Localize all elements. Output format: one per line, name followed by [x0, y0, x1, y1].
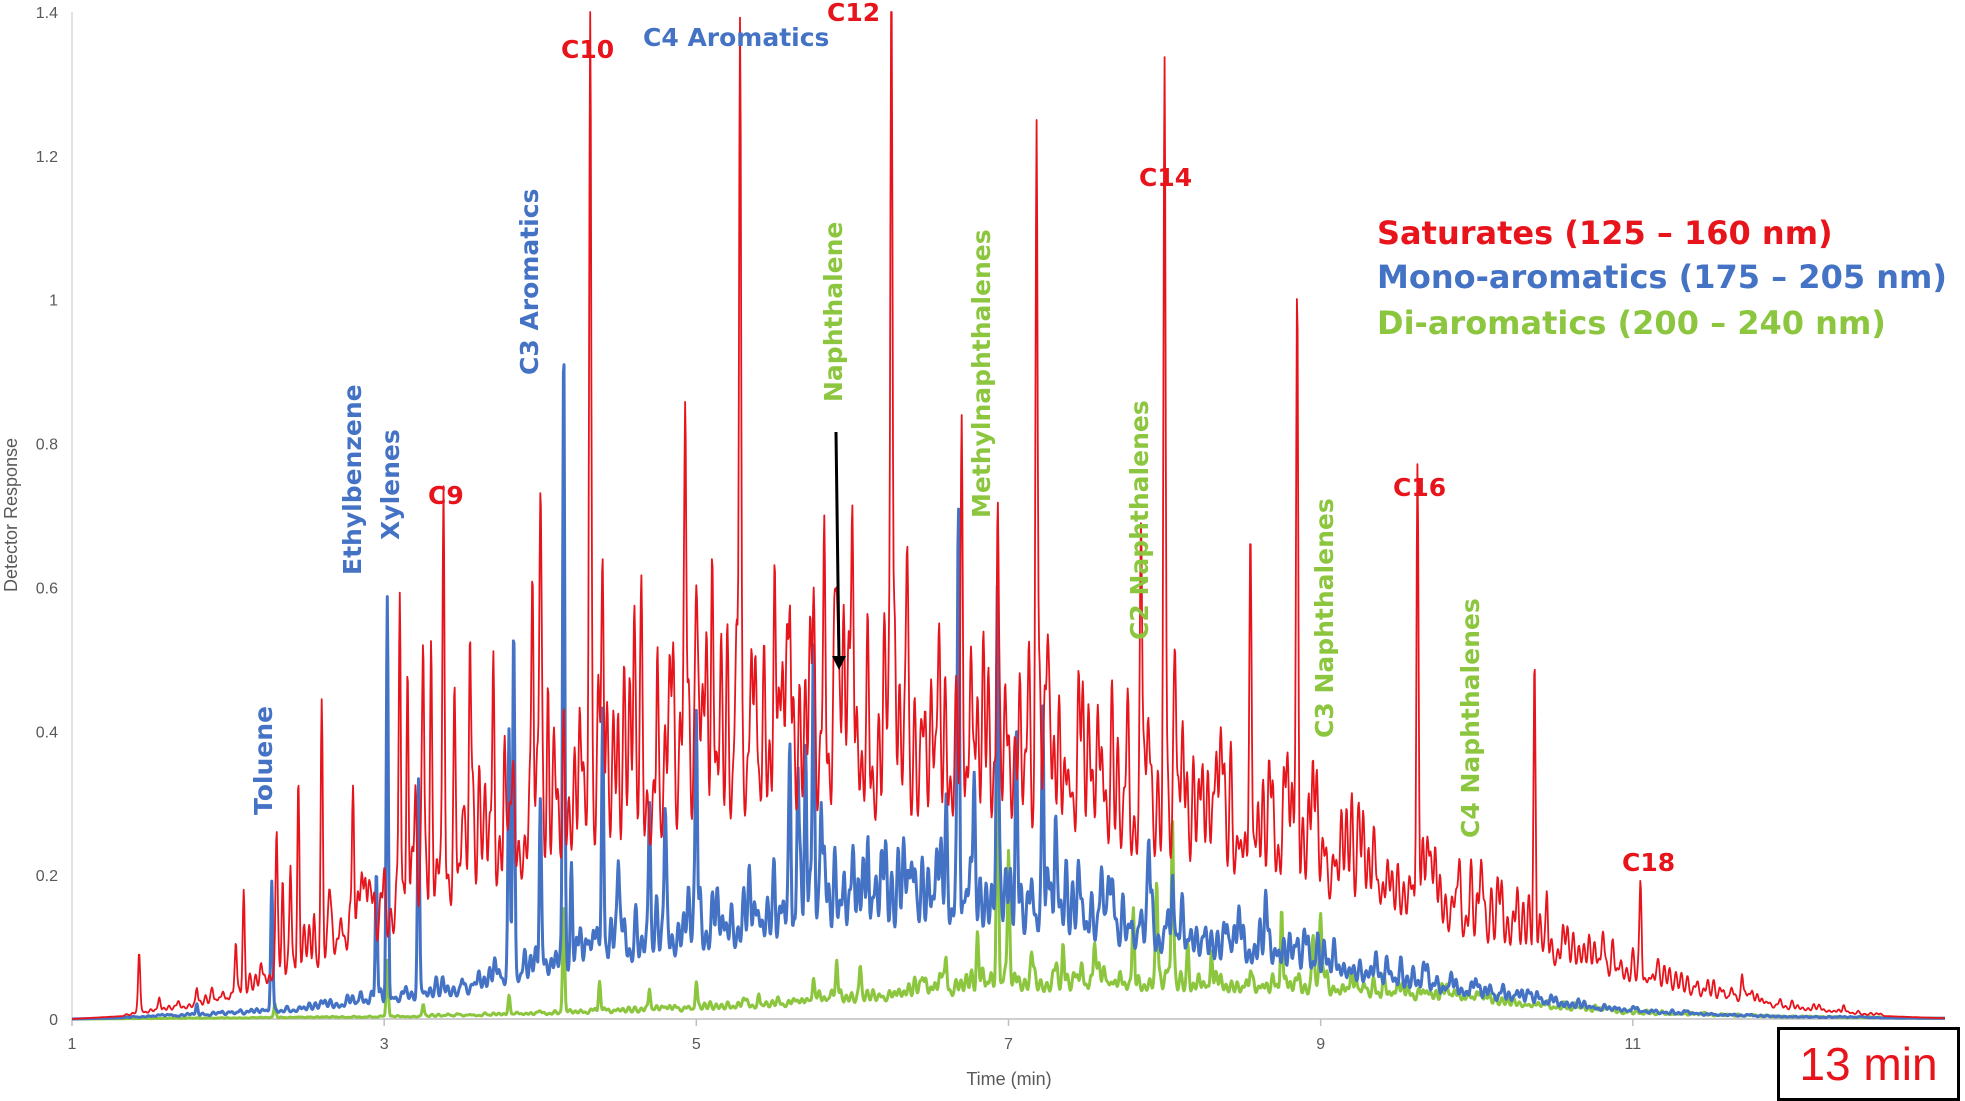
legend-di-aromatics: Di-aromatics (200 – 240 nm) — [1377, 304, 1886, 342]
series-line-saturates — [71, 11, 1946, 1020]
annotation-c4-aromatics: C4 Aromatics — [643, 23, 829, 52]
annotation-c18: C18 — [1622, 848, 1675, 877]
x-axis-title: Time (min) — [966, 1069, 1051, 1089]
y-tick-label: 0.6 — [36, 580, 58, 597]
annotation-c10: C10 — [561, 35, 614, 64]
y-axis-title: Detector Response — [1, 438, 21, 592]
annotation-xylenes: Xylenes — [376, 429, 405, 540]
annotation-c3-naphthalenes: C3 Naphthalenes — [1310, 498, 1339, 738]
y-tick-label: 1 — [49, 293, 58, 310]
y-tick-label: 0.4 — [36, 724, 58, 741]
x-tick-label: 11 — [1625, 1036, 1642, 1053]
annotation-c4-naphthalenes: C4 Naphthalenes — [1456, 598, 1485, 838]
legend-mono-aromatics: Mono-aromatics (175 – 205 nm) — [1377, 258, 1947, 296]
annotation-ethylbenzene: Ethylbenzene — [338, 384, 367, 575]
annotation-c2-naphthalenes: C2 Naphthalenes — [1125, 400, 1154, 640]
series-line-mono-aromatics — [71, 363, 1946, 1021]
y-tick-label: 0 — [49, 1012, 58, 1029]
x-tick-label: 1 — [68, 1036, 77, 1053]
annotation-c3-aromatics: C3 Aromatics — [515, 189, 544, 375]
annotation-methylnaphthalenes: Methylnaphthalenes — [967, 229, 996, 518]
x-tick-label: 3 — [380, 1036, 389, 1053]
y-tick-label: 1.2 — [36, 149, 58, 166]
y-tick-label: 0.2 — [36, 868, 58, 885]
run-time-label: 13 min — [1777, 1027, 1960, 1101]
annotation-naphthalene: Naphthalene — [819, 222, 848, 402]
naphthalene-arrow-head — [832, 656, 846, 670]
x-tick-label: 9 — [1316, 1036, 1325, 1053]
annotation-c16: C16 — [1393, 473, 1446, 502]
y-tick-label: 1.4 — [36, 5, 58, 22]
x-tick-label: 7 — [1004, 1036, 1013, 1053]
annotation-c12: C12 — [827, 0, 880, 27]
annotation-c14: C14 — [1139, 163, 1192, 192]
legend-saturates: Saturates (125 – 160 nm) — [1377, 214, 1833, 252]
annotation-c9: C9 — [428, 481, 464, 510]
y-tick-label: 0.8 — [36, 437, 58, 454]
naphthalene-arrow — [834, 431, 841, 661]
annotation-toluene: Toluene — [249, 706, 278, 815]
series-line-di-aromatics — [71, 716, 1946, 1021]
x-tick-label: 5 — [692, 1036, 701, 1053]
